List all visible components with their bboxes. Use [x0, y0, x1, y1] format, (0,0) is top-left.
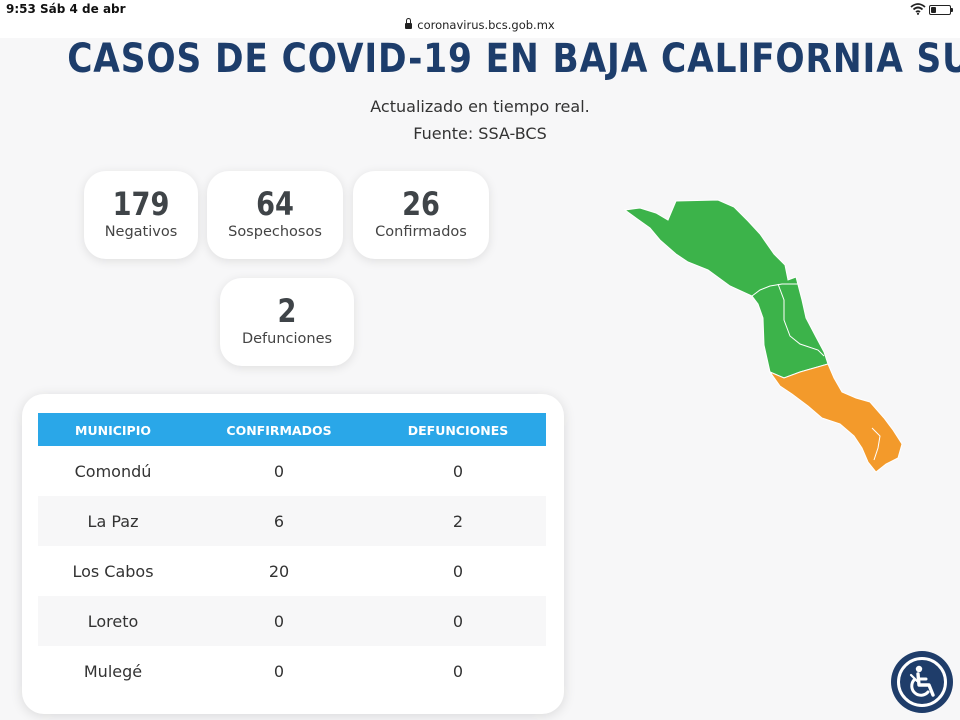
confirmados-card: 26 Confirmados	[353, 171, 489, 259]
cell-defunciones: 2	[452, 512, 464, 531]
table-row: La Paz 6 2	[38, 496, 546, 546]
status-bar: 9:53 Sáb 4 de abr coronavirus.bcs.gob.mx	[0, 0, 960, 38]
bcs-municipality-map	[623, 199, 903, 473]
map-region-no-cases[interactable]	[623, 199, 829, 379]
confirmados-label: Confirmados	[375, 224, 467, 240]
cell-confirmados: 0	[273, 462, 285, 481]
col-header-confirmados: CONFIRMADOS	[226, 423, 332, 438]
cell-defunciones: 0	[452, 562, 464, 581]
status-time: 9:53	[6, 2, 36, 16]
cell-defunciones: 0	[452, 462, 464, 481]
table-header: MUNICIPIO CONFIRMADOS DEFUNCIONES	[38, 413, 546, 446]
address-bar[interactable]: coronavirus.bcs.gob.mx	[0, 18, 960, 32]
table-row: Mulegé 0 0	[38, 646, 546, 696]
wheelchair-icon	[909, 665, 935, 697]
cell-defunciones: 0	[452, 612, 464, 631]
cell-confirmados: 20	[268, 562, 290, 581]
sospechosos-value: 64	[256, 185, 294, 223]
confirmados-value: 26	[402, 185, 440, 223]
defunciones-value: 2	[277, 292, 297, 330]
lock-icon	[405, 18, 413, 29]
accessibility-button[interactable]	[891, 651, 953, 713]
col-header-municipio: MUNICIPIO	[75, 423, 151, 438]
table-row: Loreto 0 0	[38, 596, 546, 646]
update-note: Actualizado en tiempo real.	[370, 97, 590, 116]
source-note: Fuente: SSA-BCS	[413, 124, 547, 143]
wifi-icon	[910, 3, 926, 15]
defunciones-label: Defunciones	[241, 331, 333, 347]
page-title: CASOS DE COVID-19 EN BAJA CALIFORNIA SUR	[67, 36, 960, 82]
cell-municipio: Los Cabos	[72, 562, 154, 581]
map-region-with-cases[interactable]	[768, 363, 903, 473]
negativos-value: 179	[112, 185, 170, 223]
cell-confirmados: 0	[273, 662, 285, 681]
defunciones-card: 2 Defunciones	[220, 278, 354, 366]
negativos-label: Negativos	[104, 224, 178, 240]
cell-confirmados: 0	[273, 612, 285, 631]
map-municipal-borders	[751, 283, 881, 461]
table-row: Los Cabos 20 0	[38, 546, 546, 596]
municipality-table: MUNICIPIO CONFIRMADOS DEFUNCIONES Comond…	[22, 394, 564, 714]
url-text: coronavirus.bcs.gob.mx	[417, 18, 555, 32]
col-header-defunciones: DEFUNCIONES	[407, 423, 509, 438]
cell-municipio: Mulegé	[83, 662, 143, 681]
sospechosos-label: Sospechosos	[228, 224, 322, 240]
negativos-card: 179 Negativos	[84, 171, 198, 259]
status-date: Sáb 4 de abr	[40, 2, 126, 16]
cell-municipio: Comondú	[74, 462, 152, 481]
cell-municipio: La Paz	[87, 512, 139, 531]
cell-municipio: Loreto	[87, 612, 139, 631]
cell-confirmados: 6	[273, 512, 285, 531]
table-row: Comondú 0 0	[38, 446, 546, 496]
sospechosos-card: 64 Sospechosos	[207, 171, 343, 259]
battery-icon	[929, 5, 953, 15]
cell-defunciones: 0	[452, 662, 464, 681]
